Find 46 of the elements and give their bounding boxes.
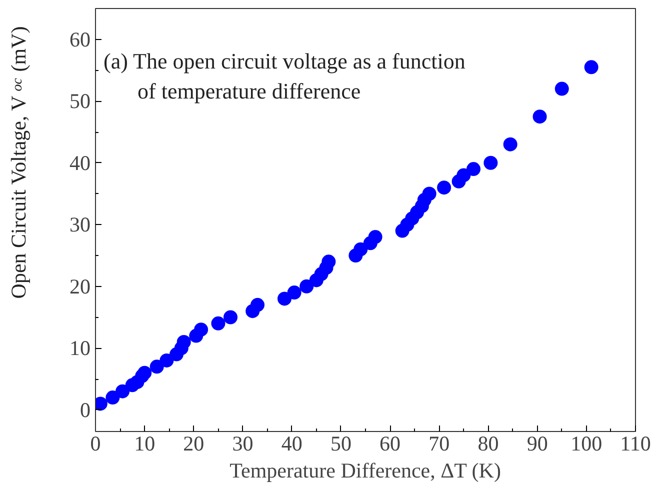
point	[250, 298, 264, 312]
point	[138, 366, 152, 380]
x-tick-label: 80	[478, 432, 499, 456]
point	[278, 292, 292, 306]
y-tick-label: 50	[70, 89, 90, 114]
annotation: (a) The open circuit voltage as a function of temperature difference	[104, 48, 466, 104]
point	[160, 354, 174, 368]
x-tick-label: 40	[281, 432, 302, 456]
x-tick-label: 70	[428, 432, 450, 456]
x-axis-title: Temperature Difference, ΔT (K)	[230, 458, 501, 482]
y-tick-label: 0	[80, 398, 90, 422]
x-tick-label: 90	[526, 432, 548, 456]
point	[150, 360, 164, 374]
y-tick-label: 30	[70, 212, 90, 237]
x-tick-label: 50	[330, 432, 352, 456]
point	[532, 110, 547, 124]
x-tick-label: 110	[620, 432, 651, 456]
y-tick-label: 20	[70, 274, 90, 298]
point	[354, 242, 368, 256]
x-tick-label: 60	[380, 432, 401, 456]
x-tick-label: 20	[183, 432, 204, 456]
y-tick-label: 40	[70, 150, 90, 175]
y-tick-label: 60	[70, 27, 90, 52]
point	[106, 390, 120, 405]
point	[584, 60, 598, 74]
point	[554, 82, 569, 96]
point	[211, 316, 226, 330]
point	[422, 186, 436, 201]
x-tick-label: 100	[570, 432, 602, 456]
point	[437, 180, 452, 195]
point	[368, 230, 382, 244]
point	[116, 384, 130, 398]
point	[322, 254, 336, 269]
x-tick-label: 10	[134, 432, 156, 456]
point	[287, 286, 302, 300]
point	[503, 137, 518, 152]
point	[456, 168, 471, 182]
point	[300, 279, 314, 294]
point	[194, 322, 208, 337]
point	[484, 156, 498, 170]
point	[466, 162, 480, 176]
point	[176, 334, 191, 349]
y-tick-label: 10	[70, 336, 90, 360]
x-tick-label: 30	[232, 432, 254, 456]
y-axis-title: Open Circuit Voltage, Voc (mV)	[6, 26, 30, 299]
point	[224, 310, 238, 324]
